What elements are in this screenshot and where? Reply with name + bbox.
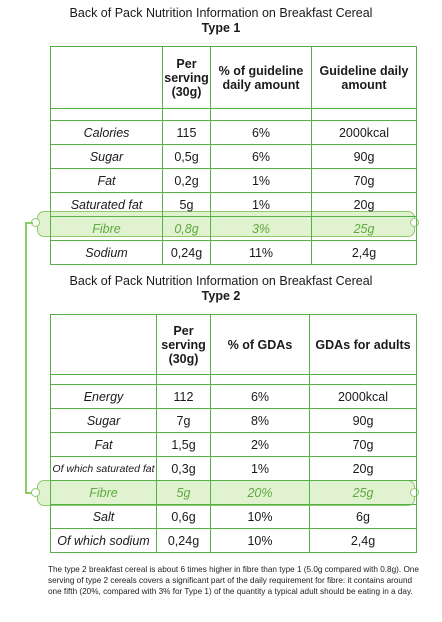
percent-value: 20% [210,480,310,505]
table-row: Salt 0,6g 10% 6g [50,504,417,529]
row-label: Sugar [50,144,163,169]
table-row-fibre: Fibre 5g 20% 25g [50,480,417,505]
row-label: Saturated fat [50,192,163,217]
nutrition-table-type1: Per serving (30g) % of guideline daily a… [50,46,417,265]
table-row: Of which sodium 0,24g 10% 2,4g [50,528,417,553]
gda-value: 25g [311,216,417,241]
table-row: Sugar 7g 8% 90g [50,408,417,433]
percent-value: 3% [210,216,312,241]
percent-value: 1% [210,456,310,481]
table2-subheading: Type 2 [201,289,241,303]
percent-value: 6% [210,384,310,409]
percent-value: 11% [210,240,312,265]
per-serving-value: 5g [156,480,211,505]
gda-value: 2,4g [311,240,417,265]
caption-text: The type 2 breakfast cereal is about 6 t… [48,565,419,596]
connector-line-vertical [25,222,27,493]
table-row: Fat 0,2g 1% 70g [50,168,417,193]
table1-header-gda: Guideline daily amount [311,46,417,109]
percent-value: 1% [210,192,312,217]
gda-value: 90g [311,144,417,169]
row-label: Salt [50,504,157,529]
row-label: Fibre [50,216,163,241]
table1-subheading: Type 1 [201,21,241,35]
row-label: Of which sodium [50,528,157,553]
table2-header-empty [50,314,157,375]
table2-fibre-connector-dot [31,488,40,497]
row-label: Fibre [50,480,157,505]
gda-value: 6g [309,504,417,529]
table-row-fibre: Fibre 0,8g 3% 25g [50,216,417,241]
table-row: Calories 115 6% 2000kcal [50,120,417,145]
nutrition-table-type2: Per serving (30g) % of GDAs GDAs for adu… [50,314,417,553]
gda-value: 20g [311,192,417,217]
table2-heading: Back of Pack Nutrition Information on Br… [69,274,373,288]
percent-value: 10% [210,528,310,553]
connector-line-top [25,222,33,224]
table-row: Energy 112 6% 2000kcal [50,384,417,409]
table1-header-percent-gda: % of guideline daily amount [210,46,312,109]
row-label: Sodium [50,240,163,265]
row-label: Calories [50,120,163,145]
row-label: Fat [50,168,163,193]
table2-header-per-serving: Per serving (30g) [156,314,211,375]
per-serving-value: 5g [162,192,211,217]
percent-value: 6% [210,120,312,145]
per-serving-value: 0,24g [162,240,211,265]
percent-value: 1% [210,168,312,193]
per-serving-value: 0,3g [156,456,211,481]
table-row: Saturated fat 5g 1% 20g [50,192,417,217]
table1-header-empty [50,46,163,109]
gda-value: 2000kcal [309,384,417,409]
gda-value: 70g [309,432,417,457]
gda-value: 2000kcal [311,120,417,145]
percent-value: 8% [210,408,310,433]
row-label: Of which saturated fat [50,456,157,481]
gda-value: 90g [309,408,417,433]
table2-header-percent-gda: % of GDAs [210,314,310,375]
percent-value: 2% [210,432,310,457]
table-row: Of which saturated fat 0,3g 1% 20g [50,456,417,481]
row-label: Fat [50,432,157,457]
gda-value: 20g [309,456,417,481]
per-serving-value: 0,6g [156,504,211,529]
table1-heading: Back of Pack Nutrition Information on Br… [69,6,373,20]
per-serving-value: 0,5g [162,144,211,169]
row-label: Energy [50,384,157,409]
per-serving-value: 7g [156,408,211,433]
table-row: Sodium 0,24g 11% 2,4g [50,240,417,265]
per-serving-value: 0,24g [156,528,211,553]
gda-value: 25g [309,480,417,505]
per-serving-value: 112 [156,384,211,409]
table-row: Sugar 0,5g 6% 90g [50,144,417,169]
table1-header-per-serving: Per serving (30g) [162,46,211,109]
table-row: Fat 1,5g 2% 70g [50,432,417,457]
per-serving-value: 115 [162,120,211,145]
percent-value: 10% [210,504,310,529]
table2-header-gda: GDAs for adults [309,314,417,375]
connector-line-bottom [25,492,33,494]
gda-value: 2,4g [309,528,417,553]
gda-value: 70g [311,168,417,193]
per-serving-value: 0,8g [162,216,211,241]
per-serving-value: 1,5g [156,432,211,457]
per-serving-value: 0,2g [162,168,211,193]
percent-value: 6% [210,144,312,169]
row-label: Sugar [50,408,157,433]
